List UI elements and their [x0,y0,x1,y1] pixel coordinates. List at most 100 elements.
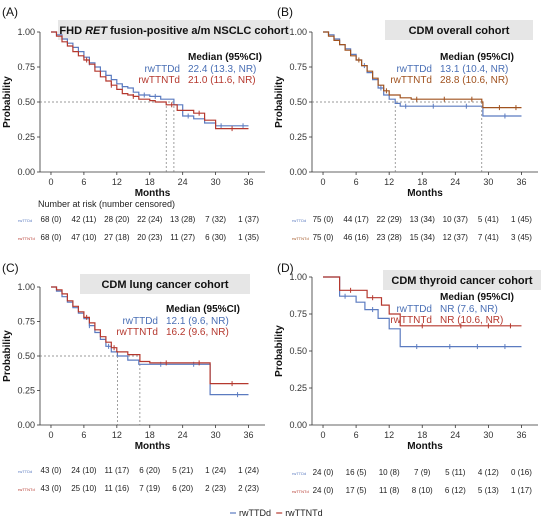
risk-row-label: rwTTDd [292,218,306,223]
risk-cell: 1 (45) [511,215,532,224]
y-tick-label: 1.00 [289,272,307,282]
risk-cell: 5 (11) [445,468,466,477]
risk-cell: 4 (12) [478,468,499,477]
risk-cell: 1 (35) [238,233,259,242]
panel-label: (D) [277,261,294,275]
km-curve-rwTTNTd [51,286,249,385]
x-tick-label: 18 [417,430,427,440]
y-axis-label: Probability [274,325,285,377]
y-tick-label: 1.00 [17,282,35,292]
risk-row-label: rwTTNTd [292,236,309,241]
median-value: NR (10.6, NR) [440,315,503,326]
x-tick-label: 6 [354,430,359,440]
x-axis-label: Months [407,188,443,199]
x-tick-label: 30 [483,430,493,440]
risk-cell: 68 (0) [41,215,62,224]
chart-panel-a: (A) FHD RET fusion-positive a/m NSCLC coh… [2,5,290,242]
x-tick-label: 0 [48,430,53,440]
risk-row-label: rwTTNTd [18,487,35,492]
km-curve-rwTTNTd [323,276,522,327]
risk-cell: 2 (23) [205,484,226,493]
title-box [385,20,533,40]
risk-cell: 5 (41) [478,215,499,224]
risk-cell: 68 (0) [41,233,62,242]
panel-label: (A) [2,5,18,19]
risk-cell: 7 (9) [414,468,431,477]
y-tick-label: 0.25 [289,132,307,142]
risk-cell: 7 (19) [139,484,160,493]
median-value: 22.4 (13.3, NR) [188,64,256,75]
y-tick-label: 0.00 [17,167,35,177]
title-box [80,274,250,294]
risk-cell: 28 (20) [104,215,130,224]
y-tick-label: 0.25 [17,132,35,142]
y-tick-label: 0.25 [289,383,307,393]
x-tick-label: 6 [81,430,86,440]
median-value: 21.0 (11.6, NR) [188,75,256,86]
y-tick-label: 0.50 [289,97,307,107]
risk-cell: 24 (0) [313,468,334,477]
risk-cell: 6 (12) [445,486,466,495]
x-tick-label: 0 [48,177,53,187]
median-series-name: rwTTNTd [138,75,180,86]
median-value: NR (7.6, NR) [440,304,498,315]
x-tick-label: 18 [145,177,155,187]
risk-cell: 11 (16) [104,484,129,493]
x-tick-label: 30 [483,177,493,187]
risk-cell: 16 (5) [346,468,367,477]
risk-cell: 3 (45) [511,233,532,242]
risk-cell: 5 (13) [478,486,499,495]
y-tick-label: 0.75 [17,62,35,72]
median-header: Median (95%CI) [166,304,240,315]
x-axis-label: Months [135,441,171,452]
x-tick-label: 36 [244,177,254,187]
risk-cell: 75 (0) [313,233,334,242]
risk-cell: 43 (0) [41,466,62,475]
chart-title: FHD RET fusion-positive a/m NSCLC cohort [59,25,289,37]
y-axis-label: Probability [2,330,13,382]
x-tick-label: 18 [417,177,427,187]
risk-cell: 6 (30) [205,233,226,242]
median-series-name: rwTTDd [396,304,432,315]
risk-cell: 44 (17) [343,215,369,224]
risk-cell: 24 (10) [71,466,97,475]
risk-row-label: rwTTNTd [292,489,309,494]
x-tick-label: 0 [321,430,326,440]
x-tick-label: 6 [354,177,359,187]
risk-cell: 11 (8) [379,486,400,495]
median-value: 28.8 (10.6, NR) [440,75,508,86]
x-tick-label: 12 [112,177,122,187]
risk-cell: 1 (24) [238,466,259,475]
chart-panel-d: (D) CDM thyroid cancer cohort 0.00 0.25 0.50… [274,261,541,495]
risk-cell: 6 (20) [139,466,160,475]
risk-cell: 5 (21) [172,466,193,475]
risk-cell: 0 (16) [511,468,532,477]
risk-cell: 17 (5) [346,486,367,495]
risk-cell: 75 (0) [313,215,334,224]
y-tick-label: 0.50 [17,351,35,361]
median-value: 12.1 (9.6, NR) [166,316,229,327]
y-tick-label: 0.75 [289,309,307,319]
y-tick-label: 0.00 [289,167,307,177]
legend-label: rwTTDd [239,508,271,518]
x-tick-label: 30 [211,177,221,187]
risk-cell: 42 (11) [72,215,97,224]
km-curve-rwTTNTd [51,31,249,130]
x-tick-label: 0 [321,177,326,187]
risk-cell: 24 (0) [313,486,334,495]
x-tick-label: 24 [178,177,188,187]
risk-cell: 22 (29) [376,215,402,224]
panel-label: (B) [277,5,293,19]
median-value: 13.1 (10.4, NR) [440,64,508,75]
chart-panel-c: (C) CDM lung cancer cohort 0.00 0.25 0.50 0.7… [2,261,265,493]
x-tick-label: 12 [384,177,394,187]
y-tick-label: 0.50 [17,97,35,107]
risk-cell: 23 (28) [376,233,402,242]
risk-cell: 6 (20) [172,484,193,493]
median-series-name: rwTTNTd [390,315,432,326]
y-tick-label: 0.75 [17,317,35,327]
risk-cell: 10 (8) [379,468,400,477]
risk-cell: 13 (34) [410,215,436,224]
median-series-name: rwTTDd [122,316,158,327]
